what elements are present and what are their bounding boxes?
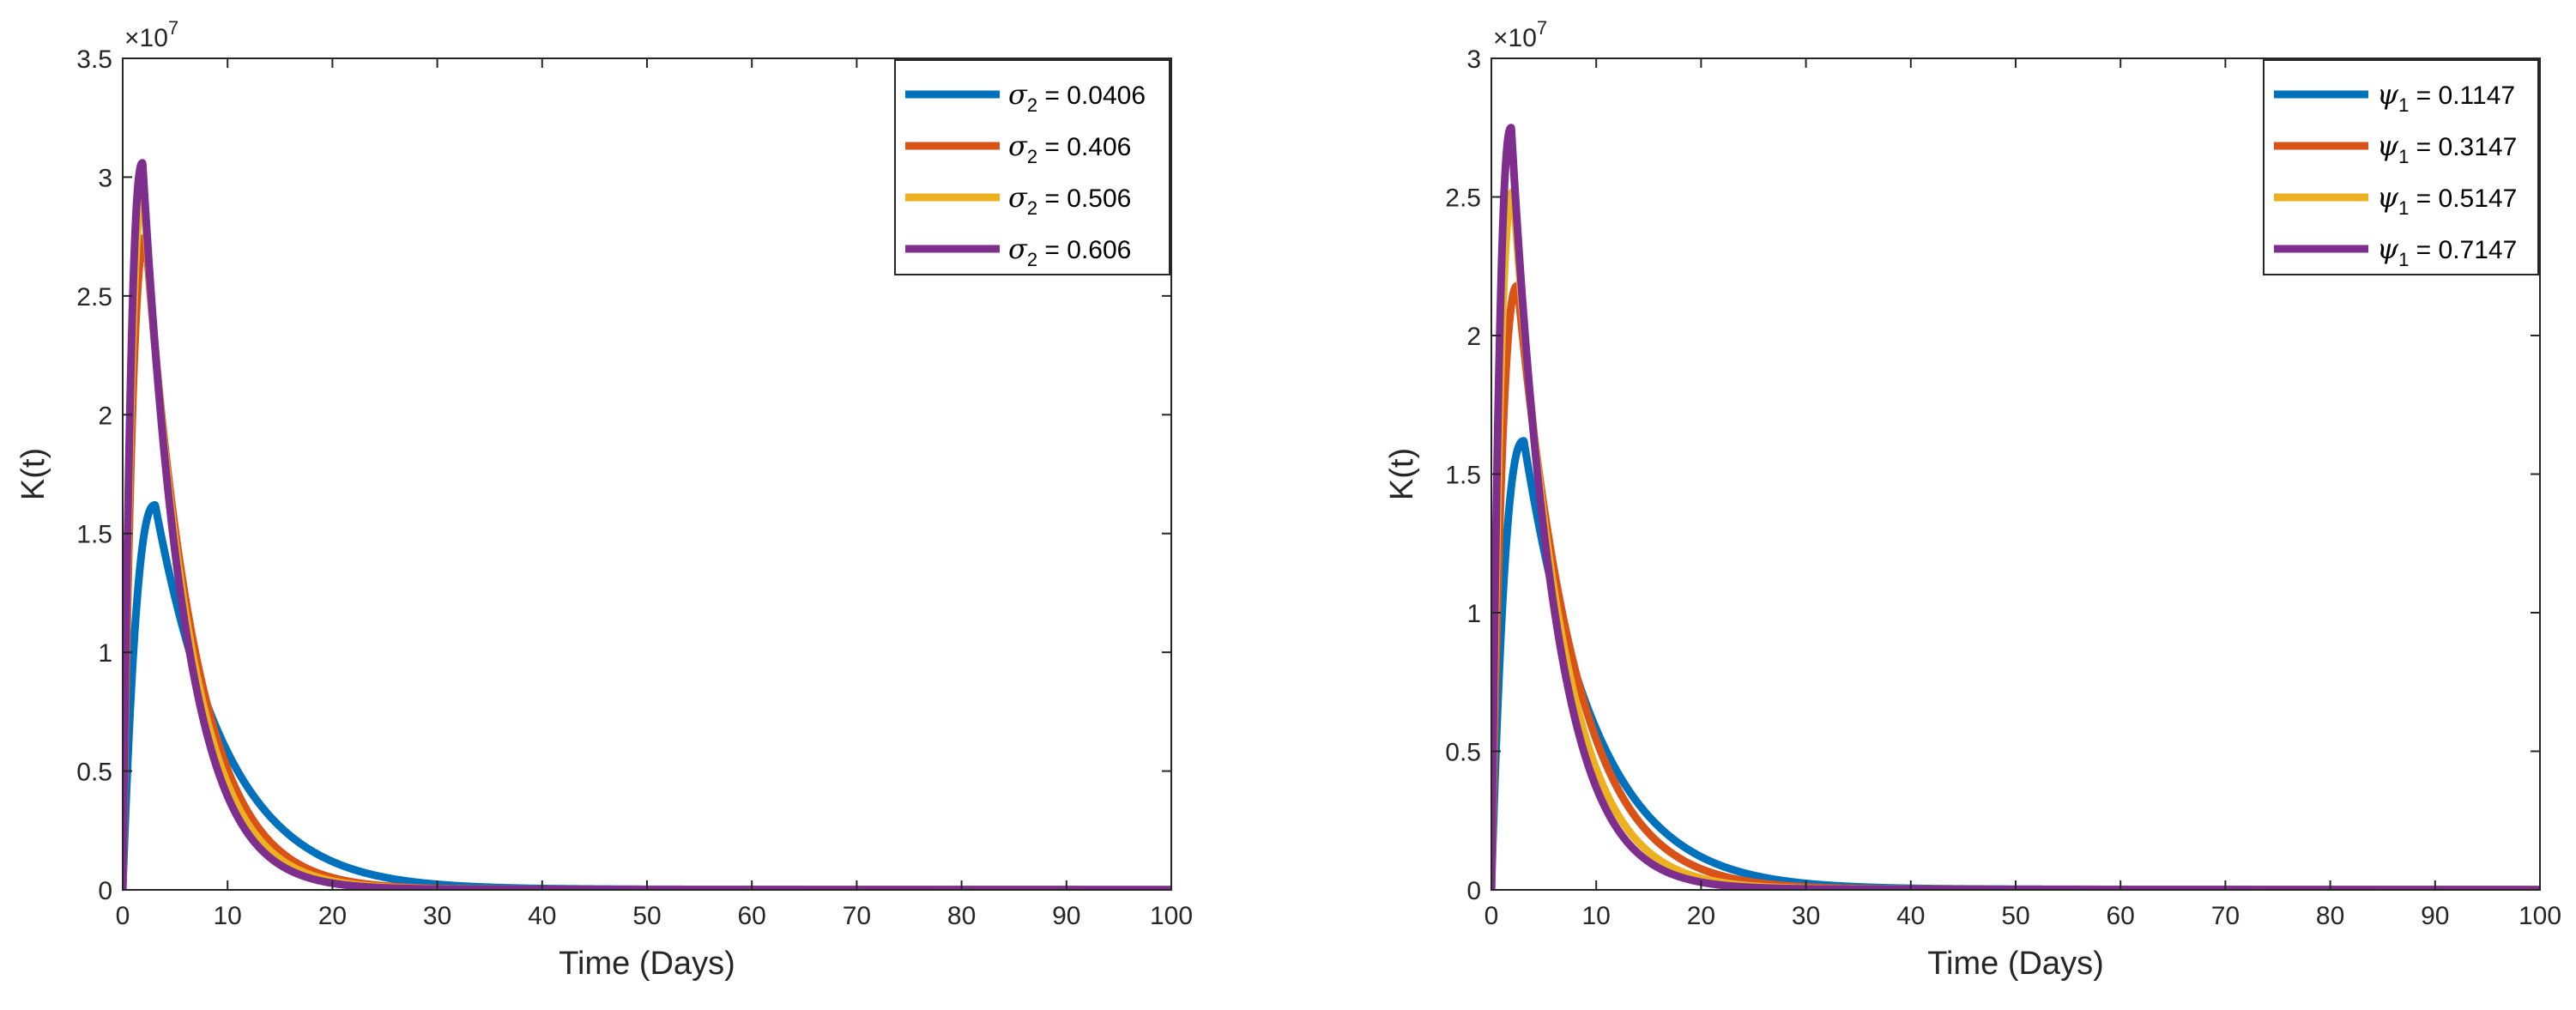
- y-tick-label: 2: [98, 402, 112, 430]
- x-tick-label: 30: [423, 902, 451, 930]
- x-tick-label: 10: [214, 902, 242, 930]
- x-tick-label: 100: [2519, 902, 2561, 930]
- x-tick-label: 30: [1792, 902, 1820, 930]
- x-tick-label: 0: [116, 902, 130, 930]
- y-tick-label: 0.5: [76, 759, 112, 787]
- y-axis-title: K(t): [15, 448, 51, 500]
- y-tick-label: 1: [98, 639, 112, 668]
- y-tick-label: 1: [1466, 600, 1481, 628]
- x-tick-label: 60: [738, 902, 766, 930]
- x-tick-label: 80: [2316, 902, 2344, 930]
- legend: ψ1 = 0.1147 ψ1 = 0.3147 ψ1 = 0.5147 ψ1 = 0.…: [2263, 59, 2539, 275]
- x-tick-label: 0: [1485, 902, 1499, 930]
- x-tick-label: 40: [528, 902, 556, 930]
- x-tick-label: 50: [632, 902, 661, 930]
- x-tick-label: 80: [947, 902, 976, 930]
- legend-label: σ2 = 0.406: [1008, 130, 1131, 167]
- x-axis-title: Time (Days): [1927, 946, 2103, 982]
- legend-label: σ2 = 0.606: [1008, 233, 1131, 270]
- y-tick-label: 3: [98, 164, 112, 192]
- legend-label: σ2 = 0.506: [1008, 181, 1131, 219]
- x-tick-label: 60: [2107, 902, 2135, 930]
- x-tick-label: 40: [1896, 902, 1925, 930]
- legend: σ2 = 0.0406 σ2 = 0.406 σ2 = 0.506 σ2 = 0.60…: [894, 59, 1170, 275]
- legend-label: σ2 = 0.0406: [1008, 78, 1146, 116]
- y-tick-label: 0.5: [1445, 739, 1481, 767]
- x-tick-label: 70: [2211, 902, 2240, 930]
- x-tick-label: 20: [1687, 902, 1715, 930]
- legend-label: ψ1 = 0.5147: [2377, 181, 2517, 219]
- y-exponent-label: ×107: [1493, 17, 1547, 52]
- x-tick-label: 70: [843, 902, 871, 930]
- y-tick-label: 0: [98, 877, 112, 905]
- y-tick-label: 2.5: [1445, 184, 1481, 213]
- x-tick-label: 90: [1052, 902, 1080, 930]
- y-axis-title: K(t): [1384, 448, 1420, 500]
- y-tick-label: 2.5: [76, 283, 112, 311]
- y-tick-label: 3: [1466, 45, 1481, 74]
- y-tick-label: 2: [1466, 323, 1481, 351]
- right-chart: 0 10 20 30 40 50 60 70 80 90 100 0 0.5 1 1.5 2 2.5 3 ×107 T…: [1384, 17, 2561, 982]
- y-tick-label: 0: [1466, 877, 1481, 905]
- left-chart: 0 10 20 30 40 50 60 70 80 90 100 0 0.5 1 1.5 2 2.5 3 3.5 ×1…: [15, 17, 1193, 982]
- x-tick-label: 20: [318, 902, 347, 930]
- y-tick-label: 1.5: [76, 521, 112, 549]
- y-exponent-label: ×107: [124, 17, 178, 52]
- x-tick-label: 10: [1582, 902, 1611, 930]
- legend-label: ψ1 = 0.3147: [2377, 130, 2517, 167]
- y-tick-label: 3.5: [76, 45, 112, 74]
- y-tick-label: 1.5: [1445, 462, 1481, 490]
- legend-label: ψ1 = 0.1147: [2377, 78, 2515, 116]
- x-axis-title: Time (Days): [559, 946, 735, 982]
- x-tick-label: 90: [2421, 902, 2449, 930]
- x-tick-label: 50: [2001, 902, 2029, 930]
- x-tick-label: 100: [1150, 902, 1193, 930]
- legend-label: ψ1 = 0.7147: [2377, 233, 2517, 270]
